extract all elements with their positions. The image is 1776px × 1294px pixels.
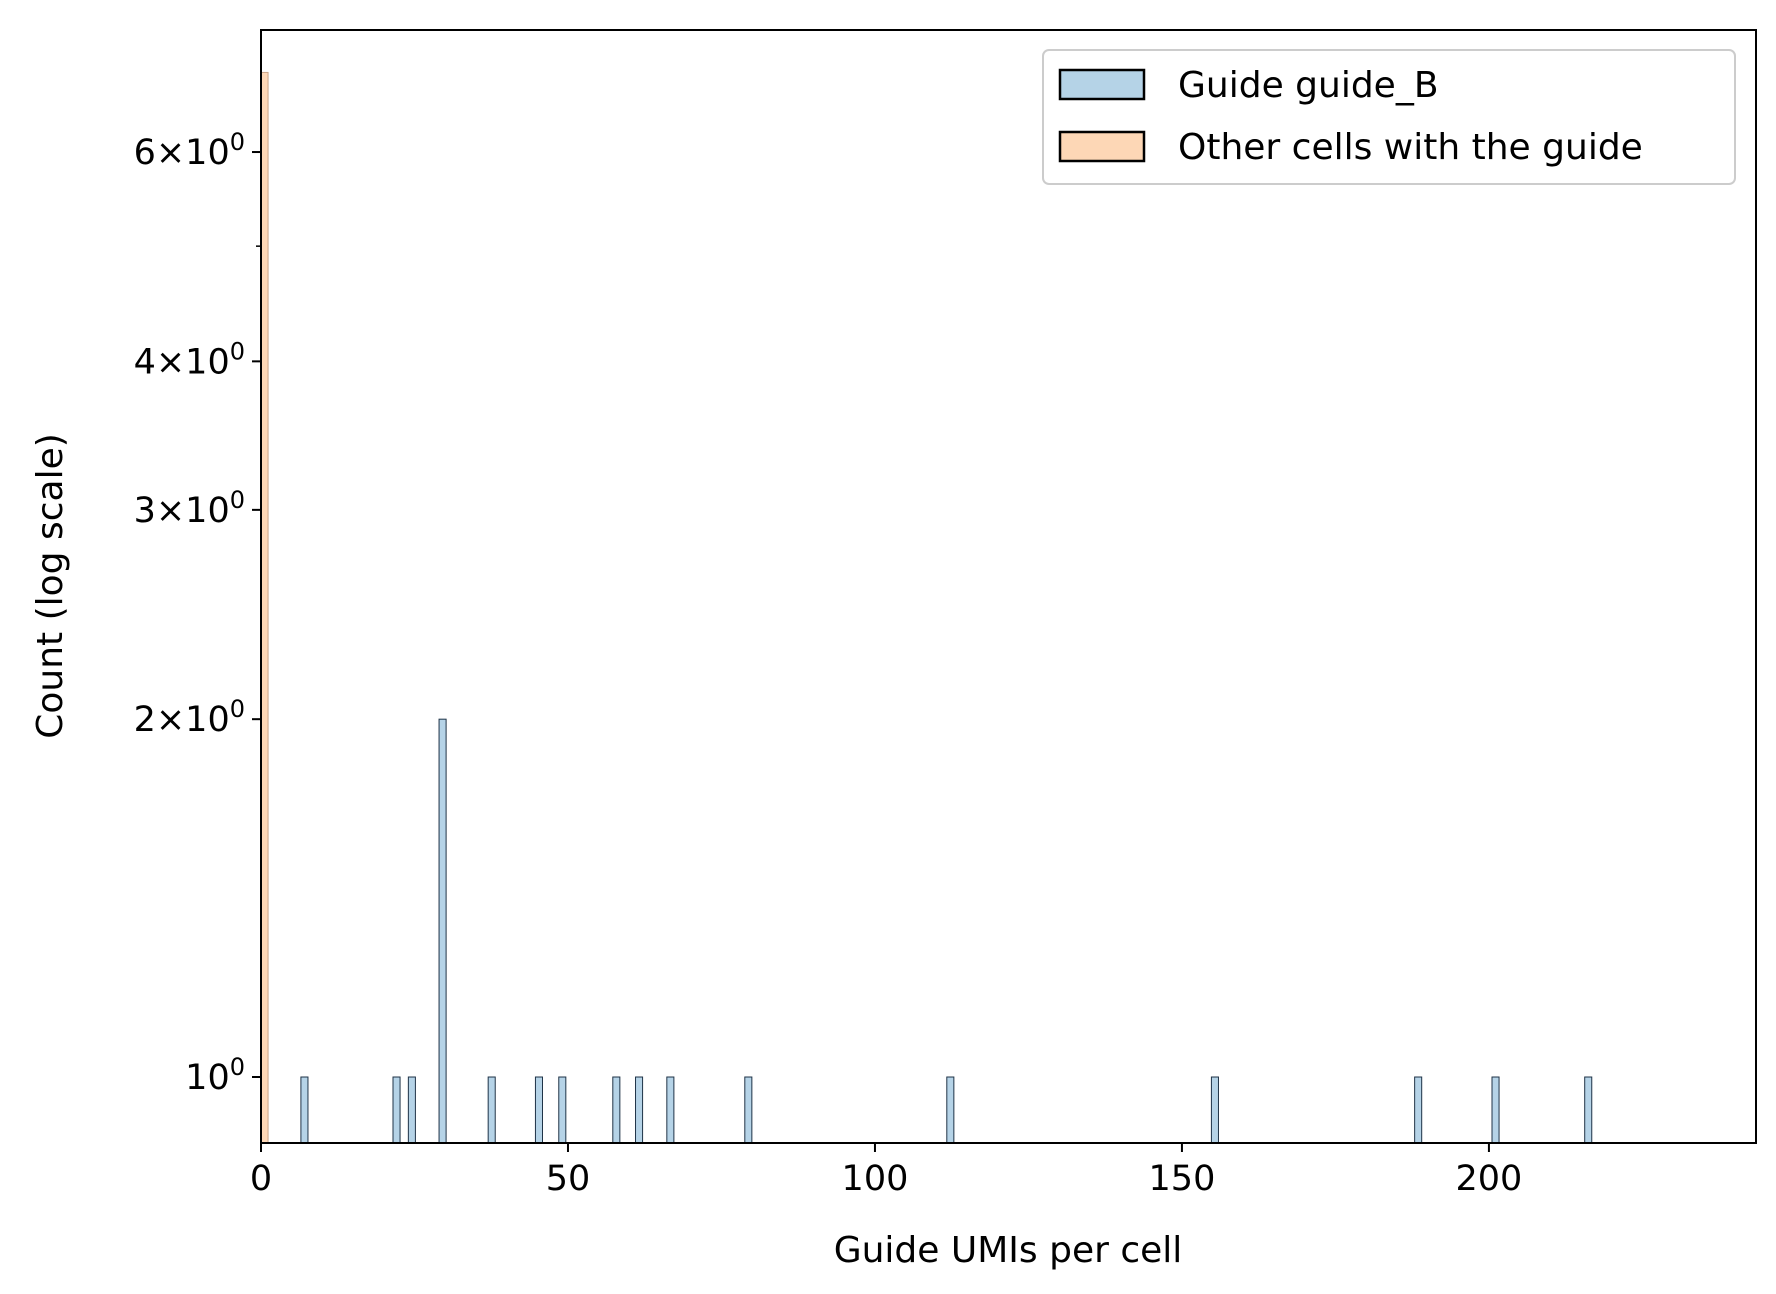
bar-guide-b-3 bbox=[438, 718, 447, 1144]
legend-label-guide-b: Guide guide_B bbox=[1178, 65, 1439, 106]
bar-guide-b-11 bbox=[946, 1076, 955, 1144]
bar-guide-b-13 bbox=[1414, 1076, 1423, 1144]
bar-guide-b-10 bbox=[744, 1076, 753, 1144]
bar-guide-b-6 bbox=[558, 1076, 567, 1144]
bar-guide-b-2 bbox=[407, 1076, 416, 1144]
y-axis-label: Count (log scale) bbox=[30, 433, 71, 739]
bar-guide-b-4 bbox=[487, 1076, 496, 1144]
legend-frame bbox=[1042, 49, 1736, 185]
x-axis-label: Guide UMIs per cell bbox=[834, 1230, 1183, 1271]
plot-frame bbox=[260, 29, 1757, 1144]
y-tick-label-0: 100 bbox=[185, 1053, 245, 1098]
x-tick-label-0: 0 bbox=[250, 1159, 272, 1199]
legend-swatch-other-cells bbox=[1058, 130, 1146, 163]
bar-guide-b-1 bbox=[392, 1076, 401, 1144]
legend-label-other-cells: Other cells with the guide bbox=[1178, 127, 1643, 168]
bar-guide-b-0 bbox=[300, 1076, 309, 1144]
y-tick-label-1: 2×100 bbox=[134, 695, 245, 740]
bar-other-cells-0 bbox=[260, 71, 269, 1144]
y-tick-label-2: 3×100 bbox=[134, 486, 245, 531]
ticks-layer: 0 50 100 150 200 100 2×100 3×100 4×100 6×100 bbox=[134, 128, 1523, 1199]
bar-guide-b-14 bbox=[1491, 1076, 1500, 1144]
bar-guide-b-7 bbox=[612, 1076, 621, 1144]
legend-swatch-guide-b bbox=[1058, 68, 1146, 101]
x-tick-label-3: 150 bbox=[1149, 1159, 1216, 1199]
bar-guide-b-15 bbox=[1584, 1076, 1593, 1144]
x-tick-label-4: 200 bbox=[1456, 1159, 1523, 1199]
y-tick-label-3: 4×100 bbox=[134, 337, 245, 382]
x-tick-label-2: 100 bbox=[842, 1159, 909, 1199]
bar-guide-b-12 bbox=[1210, 1076, 1219, 1144]
bar-guide-b-8 bbox=[635, 1076, 644, 1144]
bar-guide-b-5 bbox=[534, 1076, 544, 1144]
x-tick-label-1: 50 bbox=[546, 1159, 591, 1199]
y-tick-label-4: 6×100 bbox=[134, 128, 245, 173]
legend: Guide guide_B Other cells with the guide bbox=[1042, 49, 1736, 185]
bar-guide-b-9 bbox=[666, 1076, 675, 1144]
